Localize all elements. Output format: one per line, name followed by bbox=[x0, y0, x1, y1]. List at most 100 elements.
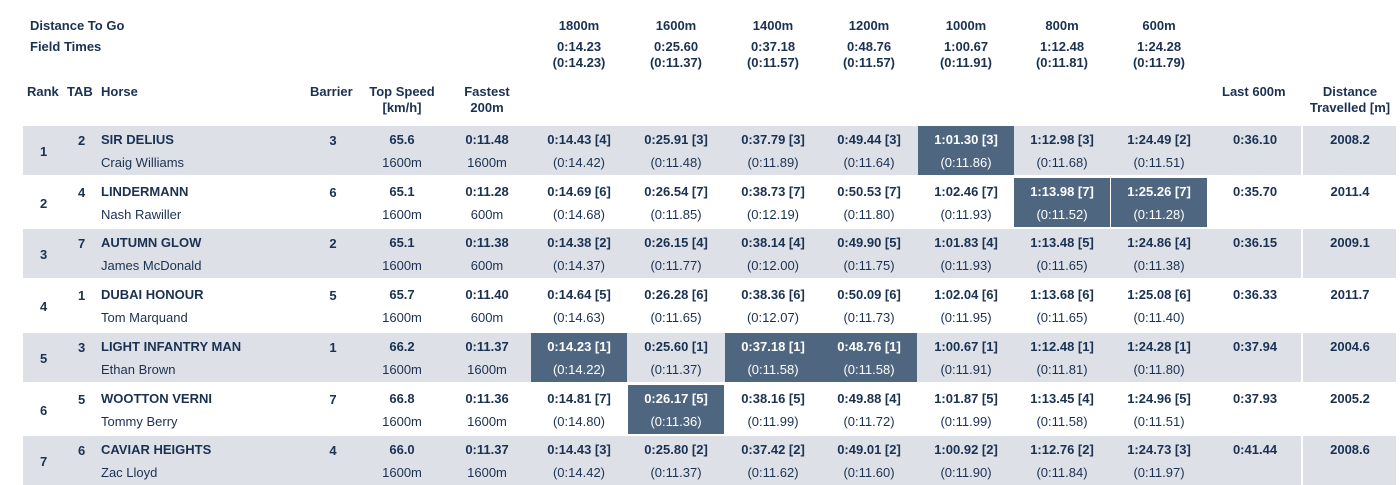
column-divider bbox=[1301, 229, 1303, 278]
distance-cell: 2011.4 bbox=[1330, 184, 1370, 199]
section-header: 800m 1:12.48 (0:11.81) bbox=[1014, 18, 1110, 71]
fastest-header-line1: Fastest bbox=[464, 84, 510, 99]
tab-cell: 5 bbox=[78, 392, 86, 407]
fastest-cell: 0:11.37 bbox=[465, 339, 509, 354]
section-field-split: (0:11.91) bbox=[939, 55, 993, 70]
section-field-time: 1:12.48 bbox=[1039, 39, 1085, 54]
field-times-label: Field Times bbox=[30, 39, 102, 54]
rank-cell: 3 bbox=[40, 247, 48, 262]
section-time-cell: 1:24.28 [1] bbox=[1127, 339, 1191, 354]
top-speed-cell: 65.6 bbox=[389, 132, 415, 147]
jockey-name: Ethan Brown bbox=[101, 362, 176, 377]
section-time-cell: 1:00.92 [2] bbox=[934, 442, 998, 457]
tab-cell: 1 bbox=[78, 288, 86, 303]
section-time-cell: 1:12.76 [2] bbox=[1030, 442, 1094, 457]
top-speed-cell: 65.7 bbox=[389, 287, 415, 302]
section-split-cell: (0:11.72) bbox=[843, 414, 895, 429]
fastest-cell: 0:11.36 bbox=[465, 391, 509, 406]
tab-cell: 2 bbox=[78, 133, 86, 148]
top-speed-cell: 66.2 bbox=[389, 339, 415, 354]
jockey-name: Tommy Berry bbox=[101, 414, 178, 429]
section-split-cell: (0:11.89) bbox=[747, 155, 799, 170]
section-split-cell: (0:11.37) bbox=[650, 465, 702, 480]
section-time-cell: 0:48.76 [1] bbox=[837, 339, 901, 354]
section-split-cell: (0:14.68) bbox=[552, 207, 606, 222]
section-split-cell: (0:11.93) bbox=[940, 207, 992, 222]
section-field-split: (0:11.79) bbox=[1132, 55, 1186, 70]
rank-cell: 1 bbox=[40, 144, 48, 159]
section-time-cell: 0:25.80 [2] bbox=[644, 442, 708, 457]
section-split-cell: (0:14.80) bbox=[552, 414, 606, 429]
section-time-cell: 1:13.48 [5] bbox=[1030, 235, 1094, 250]
horse-name: LINDERMANN bbox=[101, 184, 189, 199]
section-field-time: 1:00.67 bbox=[943, 39, 989, 54]
top-speed-at-cell: 1600m bbox=[382, 207, 422, 222]
barrier-header: Barrier bbox=[310, 84, 353, 99]
section-header: 1400m 0:37.18 (0:11.57) bbox=[725, 18, 821, 71]
last600-cell: 0:37.94 bbox=[1232, 339, 1278, 354]
section-field-split: (0:11.81) bbox=[1035, 55, 1089, 70]
distance-cell: 2005.2 bbox=[1330, 391, 1370, 406]
horse-name: WOOTTON VERNI bbox=[101, 391, 212, 406]
horse-name: SIR DELIUS bbox=[101, 132, 174, 147]
section-time-cell: 0:14.43 [4] bbox=[547, 132, 611, 147]
rank-cell: 2 bbox=[40, 196, 48, 211]
section-split-cell: (0:11.99) bbox=[940, 414, 992, 429]
section-highlight bbox=[918, 126, 1014, 175]
distance-travelled-header: Distance Travelled [m] bbox=[1303, 84, 1397, 116]
section-time-cell: 0:14.43 [3] bbox=[547, 442, 611, 457]
section-split-cell: (0:14.63) bbox=[552, 310, 606, 325]
section-time-cell: 1:00.67 [1] bbox=[934, 339, 998, 354]
last600-cell: 0:36.15 bbox=[1232, 235, 1278, 250]
section-split-cell: (0:11.51) bbox=[1133, 414, 1185, 429]
section-split-cell: (0:11.38) bbox=[1133, 258, 1185, 273]
top-speed-at-cell: 1600m bbox=[382, 258, 422, 273]
section-split-cell: (0:11.52) bbox=[1036, 207, 1088, 222]
section-highlight bbox=[628, 385, 724, 434]
section-highlight bbox=[725, 333, 821, 382]
table-row: 4 1 DUBAI HONOUR Tom Marquand 5 65.7 1600m 0:11… bbox=[23, 281, 1396, 330]
section-time-cell: 1:24.96 [5] bbox=[1127, 391, 1191, 406]
section-split-cell: (0:11.93) bbox=[940, 258, 992, 273]
section-time-cell: 1:24.86 [4] bbox=[1127, 235, 1191, 250]
section-time-cell: 1:01.87 [5] bbox=[934, 391, 998, 406]
section-field-time: 0:48.76 bbox=[846, 39, 892, 54]
section-split-cell: (0:11.80) bbox=[843, 207, 895, 222]
barrier-cell: 1 bbox=[329, 340, 337, 355]
section-split-cell: (0:11.99) bbox=[747, 414, 799, 429]
section-time-cell: 0:26.17 [5] bbox=[644, 391, 708, 406]
distance-cell: 2009.1 bbox=[1330, 235, 1370, 250]
section-time-cell: 1:13.98 [7] bbox=[1030, 184, 1094, 199]
section-distance: 600m bbox=[1142, 18, 1176, 33]
last600-header: Last 600m bbox=[1222, 84, 1286, 99]
section-time-cell: 0:49.90 [5] bbox=[837, 235, 901, 250]
section-split-cell: (0:11.85) bbox=[650, 207, 702, 222]
top-speed-cell: 66.8 bbox=[389, 391, 415, 406]
section-split-cell: (0:14.42) bbox=[552, 465, 606, 480]
section-split-cell: (0:14.42) bbox=[552, 155, 606, 170]
table-row: 3 7 AUTUMN GLOW James McDonald 2 65.1 1600m 0:1… bbox=[23, 229, 1396, 278]
distance-travelled-header-line2: Travelled [m] bbox=[1309, 100, 1391, 115]
barrier-cell: 3 bbox=[329, 133, 337, 148]
distance-cell: 2008.2 bbox=[1330, 132, 1370, 147]
section-field-split: (0:11.57) bbox=[842, 55, 896, 70]
section-time-cell: 1:02.04 [6] bbox=[934, 287, 998, 302]
section-time-cell: 0:38.16 [5] bbox=[741, 391, 805, 406]
section-time-cell: 1:02.46 [7] bbox=[934, 184, 998, 199]
jockey-name: Craig Williams bbox=[101, 155, 185, 170]
section-time-cell: 0:38.36 [6] bbox=[741, 287, 805, 302]
rank-cell: 7 bbox=[40, 454, 48, 469]
top-speed-cell: 65.1 bbox=[389, 184, 415, 199]
tab-cell: 6 bbox=[78, 443, 86, 458]
last600-cell: 0:41.44 bbox=[1232, 442, 1278, 457]
fastest-cell: 0:11.40 bbox=[465, 287, 509, 302]
fastest-at-cell: 1600m bbox=[467, 362, 507, 377]
section-time-cell: 0:25.60 [1] bbox=[644, 339, 708, 354]
distance-travelled-header-line1: Distance bbox=[1322, 84, 1378, 99]
section-split-cell: (0:11.95) bbox=[940, 310, 992, 325]
section-split-cell: (0:11.62) bbox=[747, 465, 799, 480]
section-time-cell: 1:12.98 [3] bbox=[1030, 132, 1094, 147]
section-time-cell: 0:25.91 [3] bbox=[644, 132, 708, 147]
last600-cell: 0:36.10 bbox=[1232, 132, 1278, 147]
fastest-cell: 0:11.48 bbox=[465, 132, 509, 147]
